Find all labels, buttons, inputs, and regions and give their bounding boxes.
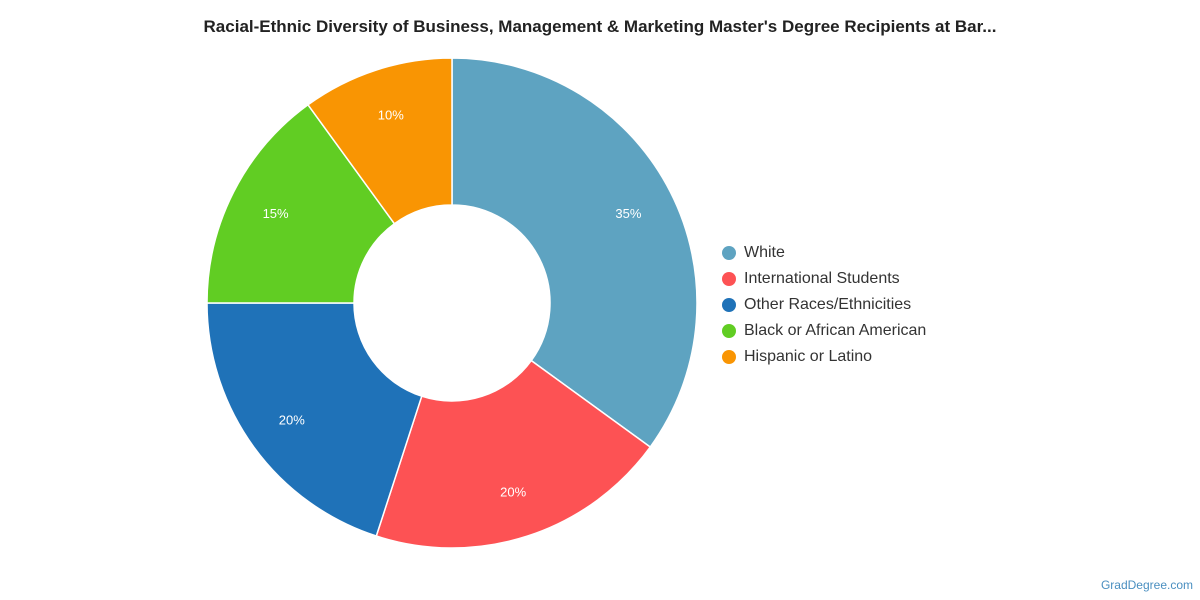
legend-swatch	[722, 272, 736, 286]
slice-other-races-ethnicities[interactable]	[206, 302, 423, 537]
legend-item[interactable]: White	[720, 240, 926, 266]
chart-legend: White International Students Other Races/E…	[720, 240, 926, 370]
slice-value-label: 20%	[279, 412, 305, 427]
legend-item[interactable]: International Students	[720, 266, 926, 292]
legend-swatch	[722, 246, 736, 260]
source-credit[interactable]: GradDegree.com	[1100, 578, 1193, 592]
slice-value-label: 20%	[500, 484, 526, 499]
legend-label: White	[744, 244, 785, 261]
legend-swatch	[722, 324, 736, 338]
legend-item[interactable]: Hispanic or Latino	[720, 344, 926, 370]
legend-label: Black or African American	[744, 322, 927, 339]
legend-label: International Students	[744, 270, 900, 287]
slice-value-label: 15%	[263, 206, 289, 221]
slice-value-label: 35%	[615, 206, 641, 221]
legend-label: Hispanic or Latino	[744, 348, 873, 365]
chart-title: Racial-Ethnic Diversity of Business, Man…	[203, 17, 997, 36]
slice-white[interactable]	[451, 57, 698, 449]
legend-swatch	[722, 350, 736, 364]
slice-value-label: 10%	[378, 108, 404, 123]
slice-black-or-african-american[interactable]	[206, 103, 396, 304]
slice-international-students[interactable]	[375, 359, 652, 549]
legend-swatch	[722, 298, 736, 312]
legend-item[interactable]: Other Races/Ethnicities	[720, 292, 926, 318]
legend-label: Other Races/Ethnicities	[744, 296, 912, 313]
legend-item[interactable]: Black or African American	[720, 318, 926, 344]
slice-hispanic-or-latino[interactable]	[306, 57, 453, 225]
